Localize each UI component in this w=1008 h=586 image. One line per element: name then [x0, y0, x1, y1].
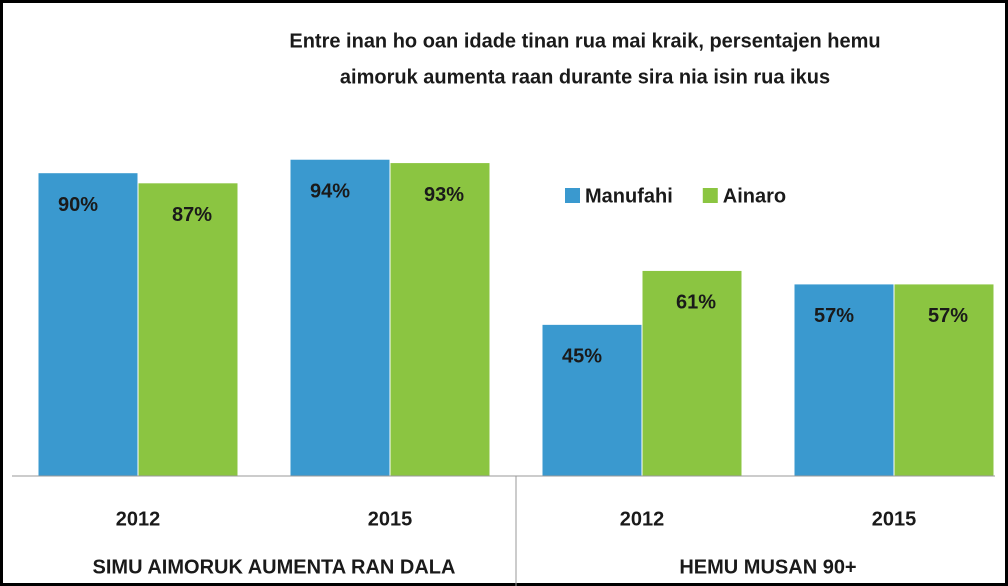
x-tick-label: 2012 — [620, 508, 665, 530]
bar — [893, 283, 995, 477]
chart-title: Entre inan ho oan idade tinan rua mai kr… — [289, 30, 880, 52]
data-label: 61% — [676, 292, 716, 314]
data-label: 87% — [172, 204, 212, 226]
group-label: HEMU MUSAN 90+ — [679, 556, 856, 578]
group-label: SIMU AIMORUK AUMENTA RAN DALA — [93, 556, 456, 578]
bar — [37, 172, 139, 477]
data-label: 94% — [310, 181, 350, 203]
bar — [289, 158, 391, 477]
chart-title: aimoruk aumenta raan durante sira nia is… — [340, 66, 830, 88]
legend-label: Ainaro — [723, 185, 786, 207]
bar — [389, 162, 491, 477]
data-label: 45% — [562, 346, 602, 368]
bar — [641, 269, 743, 477]
bar — [793, 283, 895, 477]
legend-swatch — [702, 188, 718, 203]
data-label: 57% — [814, 305, 854, 327]
bar — [541, 323, 643, 477]
legend-label: Manufahi — [585, 185, 673, 207]
x-tick-label: 2015 — [368, 508, 413, 530]
x-tick-label: 2015 — [872, 508, 917, 530]
data-label: 93% — [424, 184, 464, 206]
data-label: 57% — [928, 305, 968, 327]
legend-swatch — [565, 188, 580, 203]
data-label: 90% — [58, 194, 98, 216]
bar — [137, 182, 239, 477]
x-tick-label: 2012 — [116, 508, 161, 530]
